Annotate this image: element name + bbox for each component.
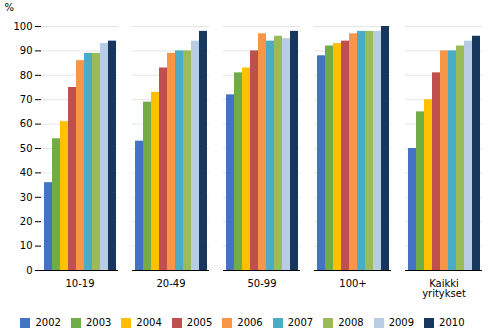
svg-text:60: 60 <box>20 118 33 129</box>
html-text:2004: 2004 <box>136 317 162 328</box>
svg-text:40: 40 <box>20 167 33 178</box>
svg-text:20: 20 <box>20 216 33 227</box>
svg-text:50: 50 <box>20 143 33 154</box>
svg-text:50-99: 50-99 <box>247 278 276 289</box>
svg-text:70: 70 <box>20 94 33 105</box>
svg-text:90: 90 <box>20 45 33 56</box>
svg-text:20-49: 20-49 <box>156 278 185 289</box>
html-text:2009: 2009 <box>388 317 415 328</box>
html-text:2007: 2007 <box>287 317 314 328</box>
html-text:2008: 2008 <box>338 317 364 328</box>
svg-text:30: 30 <box>20 192 33 203</box>
svg-text:Kaikkiyritykset: Kaikkiyritykset <box>422 278 466 299</box>
svg-text:10-19: 10-19 <box>65 278 94 289</box>
html-text:2006: 2006 <box>237 317 263 328</box>
svg-text:10: 10 <box>20 240 33 251</box>
html-text:2010: 2010 <box>439 317 465 328</box>
svg-text:80: 80 <box>20 70 33 81</box>
html-text:2003: 2003 <box>85 317 112 328</box>
html-text:2002: 2002 <box>35 317 61 328</box>
svg-text:100+: 100+ <box>339 278 366 289</box>
svg-text:%: % <box>5 2 15 13</box>
html-text:2005: 2005 <box>186 317 213 328</box>
svg-text:0: 0 <box>26 265 32 276</box>
svg-text:100: 100 <box>13 21 32 32</box>
